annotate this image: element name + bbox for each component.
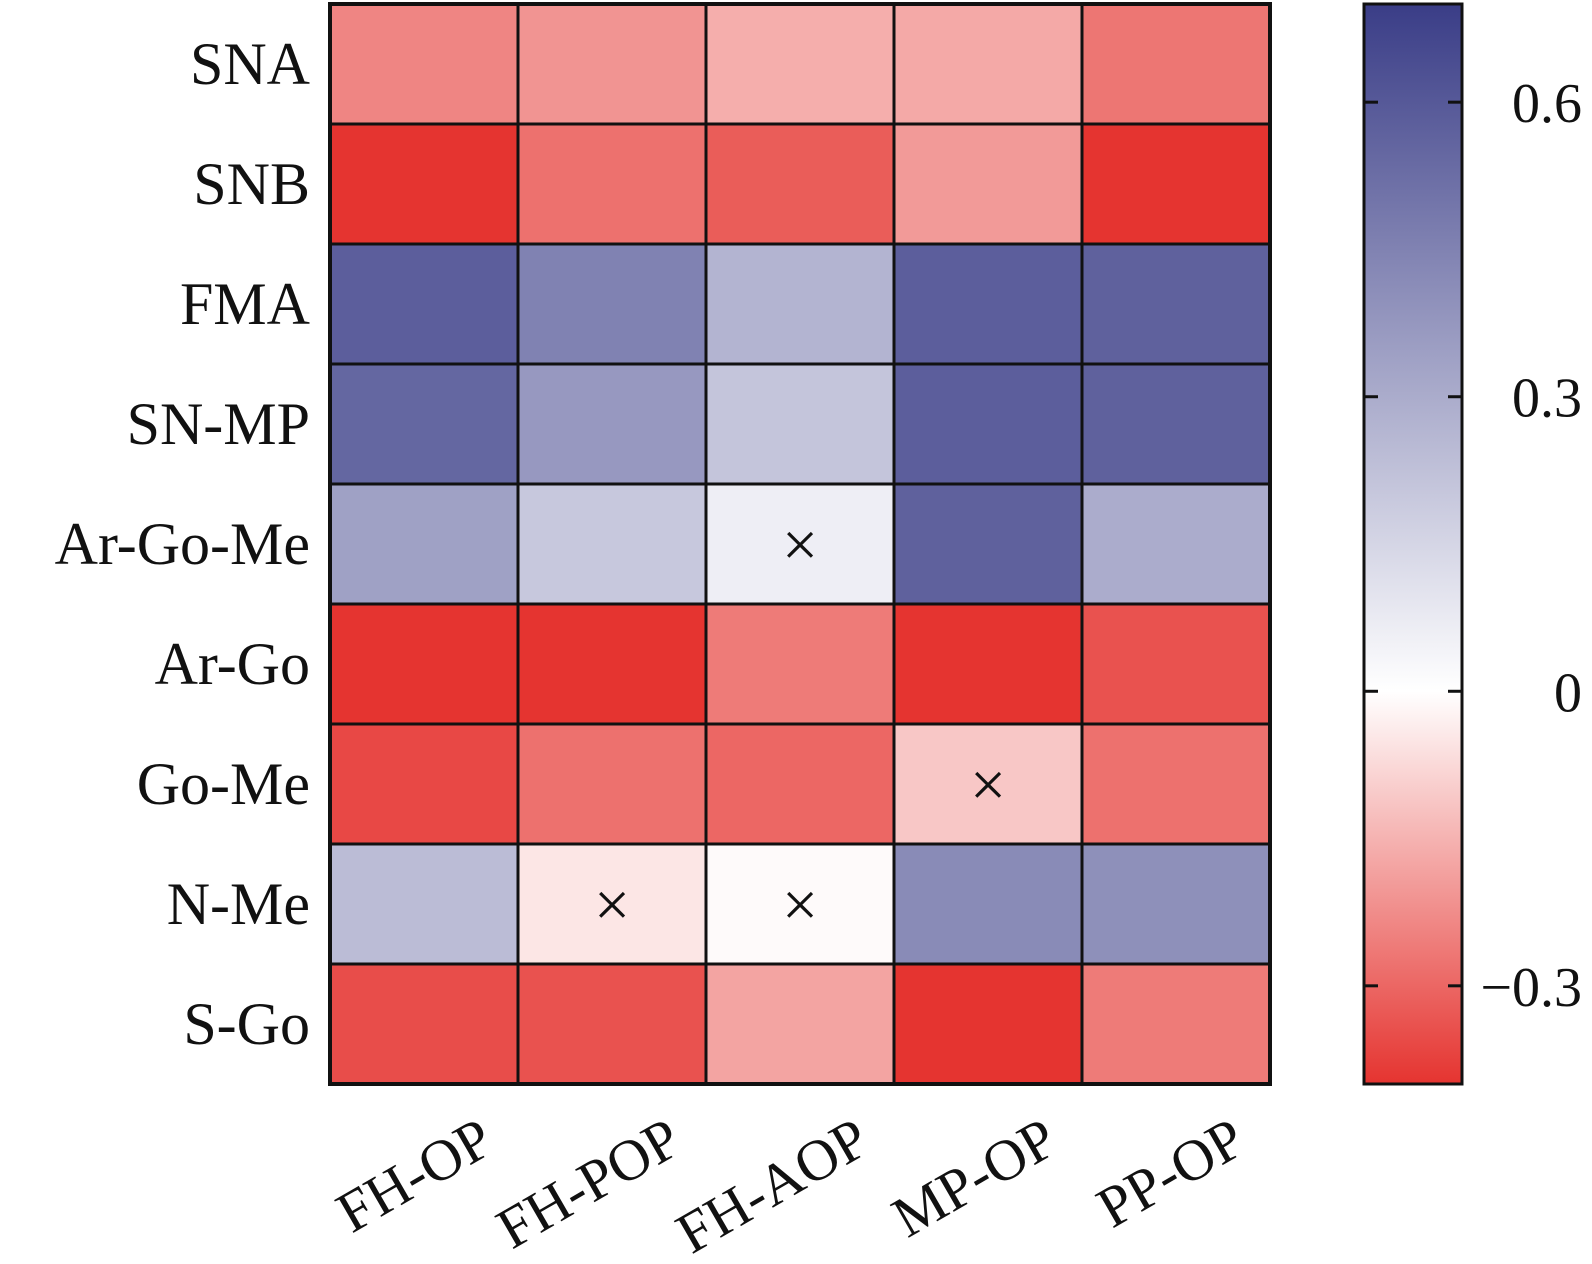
heatmap-cell-snb-fh-op (328, 122, 520, 246)
heatmap-cell-n-me-pp-op (1080, 842, 1272, 966)
colorbar-tick-label: 0.6 (1512, 73, 1582, 135)
row-labels: SNA SNB FMA SN-MP Ar-Go-Me Ar-Go Go-Me N-Me S-Go (55, 31, 310, 1057)
row-label: N-Me (167, 871, 310, 937)
heatmap-cell-ar-go-me-mp-op (892, 482, 1084, 606)
heatmap-cell-fma-fh-op (328, 242, 520, 366)
heatmap-cell-snb-fh-pop (516, 122, 708, 246)
heatmap-cell-ar-go-me-fh-op (328, 482, 520, 606)
heatmap-cell-ar-go-fh-op (328, 602, 520, 726)
heatmap-cell-go-me-pp-op (1080, 722, 1272, 846)
heatmap-cell-sn-mp-pp-op (1080, 362, 1272, 486)
heatmap-cell-s-go-fh-pop (516, 962, 708, 1086)
heatmap-cell-s-go-fh-op (328, 962, 520, 1086)
row-label: SNB (193, 151, 310, 217)
column-label: FH-POP (486, 1105, 692, 1261)
colorbar: −0.3 0 0.3 0.6 (1362, 2, 1582, 1086)
heatmap-cell-snb-pp-op (1080, 122, 1272, 246)
column-label: PP-OP (1086, 1105, 1255, 1240)
heatmap-cell-sna-fh-aop (704, 2, 896, 126)
heatmap-cell-snb-fh-aop (704, 122, 896, 246)
heatmap-cell-ar-go-fh-aop (704, 602, 896, 726)
heatmap-cell-ar-go-me-pp-op (1080, 482, 1272, 606)
row-label: Ar-Go (155, 631, 310, 697)
heatmap-cell-sna-pp-op (1080, 2, 1272, 126)
heatmap-cell-go-me-fh-aop (704, 722, 896, 846)
heatmap-cell-n-me-fh-pop (516, 842, 708, 966)
column-label: MP-OP (881, 1105, 1067, 1250)
column-label: FH-OP (326, 1105, 504, 1245)
heatmap-cell-go-me-fh-op (328, 722, 520, 846)
heatmap-cell-sna-mp-op (892, 2, 1084, 126)
heatmap-cell-fma-fh-aop (704, 242, 896, 366)
row-label: Ar-Go-Me (55, 511, 310, 577)
heatmap-cell-fma-mp-op (892, 242, 1084, 366)
heatmap-cell-s-go-fh-aop (704, 962, 896, 1086)
row-label: Go-Me (137, 751, 310, 817)
heatmap-cell-sna-fh-pop (516, 2, 708, 126)
colorbar-tick-label: −0.3 (1480, 957, 1582, 1019)
heatmap-cell-sn-mp-fh-pop (516, 362, 708, 486)
heatmap-cell-fma-pp-op (1080, 242, 1272, 366)
heatmap-cell-ar-go-me-fh-pop (516, 482, 708, 606)
heatmap-frame (328, 2, 1272, 1086)
heatmap-cell-ar-go-mp-op (892, 602, 1084, 726)
colorbar-tick-label: 0.3 (1512, 368, 1582, 430)
row-label: FMA (180, 271, 310, 337)
heatmap-cell-ar-go-me-fh-aop (704, 482, 896, 606)
heatmap-cell-sn-mp-fh-op (328, 362, 520, 486)
heatmap-cells (328, 2, 1272, 1086)
not-significant-marker: × (594, 869, 630, 940)
heatmap-cell-s-go-mp-op (892, 962, 1084, 1086)
row-label: SN-MP (127, 391, 310, 457)
not-significant-marker: × (970, 749, 1006, 820)
heatmap-cell-fma-fh-pop (516, 242, 708, 366)
heatmap-cell-go-me-fh-pop (516, 722, 708, 846)
heatmap-cell-snb-mp-op (892, 122, 1084, 246)
row-label: SNA (190, 31, 310, 97)
heatmap-cell-sn-mp-fh-aop (704, 362, 896, 486)
heatmap-cell-s-go-pp-op (1080, 962, 1272, 1086)
colorbar-gradient (1362, 2, 1464, 1086)
not-significant-markers: × × × × (594, 509, 1006, 940)
colorbar-tick-label: 0 (1554, 662, 1582, 724)
not-significant-marker: × (782, 869, 818, 940)
heatmap-cell-ar-go-fh-pop (516, 602, 708, 726)
column-label: FH-AOP (665, 1105, 879, 1264)
heatmap-cell-ar-go-pp-op (1080, 602, 1272, 726)
not-significant-marker: × (782, 509, 818, 580)
heatmap-cell-sn-mp-mp-op (892, 362, 1084, 486)
heatmap-cell-n-me-fh-op (328, 842, 520, 966)
row-label: S-Go (183, 991, 310, 1057)
heatmap-cell-sna-fh-op (328, 2, 520, 126)
heatmap-cell-n-me-mp-op (892, 842, 1084, 966)
